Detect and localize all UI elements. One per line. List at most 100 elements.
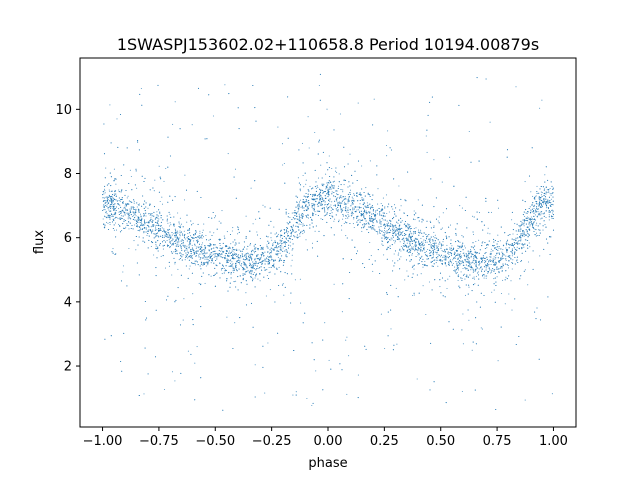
scatter-point xyxy=(533,197,535,199)
scatter-point xyxy=(382,216,384,218)
scatter-point xyxy=(494,258,496,260)
scatter-point xyxy=(183,230,185,232)
scatter-point xyxy=(170,224,172,226)
scatter-point xyxy=(289,222,291,224)
scatter-point xyxy=(406,224,408,226)
scatter-point xyxy=(423,232,425,234)
scatter-point xyxy=(203,250,205,253)
scatter-point xyxy=(473,259,475,261)
scatter-point xyxy=(282,283,284,285)
scatter-point xyxy=(437,245,439,247)
scatter-point xyxy=(349,153,351,155)
scatter-point xyxy=(424,260,426,263)
scatter-point xyxy=(259,257,261,259)
scatter-point xyxy=(514,251,516,253)
scatter-point xyxy=(231,261,233,263)
scatter-point xyxy=(285,229,287,231)
scatter-point xyxy=(454,269,456,271)
scatter-point xyxy=(112,214,114,216)
scatter-point xyxy=(501,267,503,269)
scatter-point xyxy=(379,232,381,234)
scatter-point xyxy=(401,220,403,222)
scatter-point xyxy=(113,209,115,211)
scatter-point xyxy=(261,253,263,255)
scatter-point xyxy=(412,294,414,297)
scatter-point xyxy=(173,233,175,235)
scatter-point xyxy=(226,259,228,262)
scatter-point xyxy=(366,212,368,214)
scatter-point xyxy=(479,306,481,308)
scatter-point xyxy=(298,209,300,211)
scatter-point xyxy=(535,224,537,226)
scatter-point xyxy=(390,223,392,225)
scatter-point xyxy=(124,203,127,205)
scatter-point xyxy=(329,205,331,208)
scatter-point xyxy=(145,212,147,214)
scatter-point xyxy=(281,245,283,247)
scatter-point xyxy=(425,233,427,235)
scatter-point xyxy=(368,258,370,260)
scatter-point xyxy=(263,267,265,269)
scatter-point xyxy=(184,259,186,261)
scatter-point xyxy=(436,251,439,253)
scatter-point xyxy=(488,261,490,263)
scatter-point xyxy=(395,235,397,237)
scatter-point xyxy=(221,249,223,251)
scatter-point xyxy=(300,214,302,216)
scatter-point xyxy=(441,249,443,252)
scatter-point xyxy=(456,263,458,265)
scatter-point xyxy=(407,226,409,228)
scatter-point xyxy=(373,98,375,100)
scatter-point xyxy=(403,242,405,245)
scatter-point xyxy=(455,241,457,243)
scatter-point xyxy=(104,190,106,192)
scatter-point xyxy=(232,270,234,272)
scatter-point xyxy=(104,192,106,194)
scatter-point xyxy=(392,236,394,238)
scatter-point xyxy=(261,269,263,271)
scatter-point xyxy=(352,200,354,202)
scatter-point xyxy=(112,197,114,199)
scatter-point xyxy=(238,263,241,265)
scatter-point xyxy=(158,218,160,220)
scatter-point xyxy=(472,269,474,271)
scatter-point xyxy=(427,235,429,237)
scatter-point xyxy=(498,247,500,249)
scatter-point xyxy=(241,250,243,252)
scatter-point xyxy=(126,203,128,205)
scatter-point xyxy=(110,200,112,202)
scatter-point xyxy=(449,248,451,251)
scatter-point xyxy=(264,258,266,260)
scatter-point xyxy=(177,230,179,232)
scatter-point xyxy=(255,218,257,220)
scatter-point xyxy=(119,200,121,202)
scatter-point xyxy=(330,210,332,212)
scatter-point xyxy=(180,223,182,225)
scatter-point xyxy=(143,224,145,226)
scatter-point xyxy=(149,189,151,191)
scatter-point xyxy=(299,235,301,237)
scatter-point xyxy=(430,227,432,229)
scatter-point xyxy=(253,252,255,254)
scatter-point xyxy=(511,219,513,221)
scatter-point xyxy=(103,215,106,217)
scatter-point xyxy=(448,262,450,264)
scatter-point xyxy=(444,258,446,260)
scatter-point xyxy=(226,258,228,260)
scatter-point xyxy=(480,327,482,329)
scatter-point xyxy=(245,265,247,267)
scatter-point xyxy=(427,258,430,260)
scatter-point xyxy=(171,371,174,373)
scatter-point xyxy=(112,218,114,220)
scatter-point xyxy=(294,279,296,281)
scatter-point xyxy=(440,228,442,230)
scatter-point xyxy=(425,313,427,316)
scatter-point xyxy=(412,248,414,250)
scatter-point xyxy=(159,224,161,227)
scatter-point xyxy=(177,232,179,234)
scatter-point xyxy=(410,248,412,250)
scatter-point xyxy=(364,195,366,197)
scatter-point xyxy=(281,143,284,145)
scatter-point xyxy=(520,232,522,235)
scatter-point xyxy=(124,207,126,209)
